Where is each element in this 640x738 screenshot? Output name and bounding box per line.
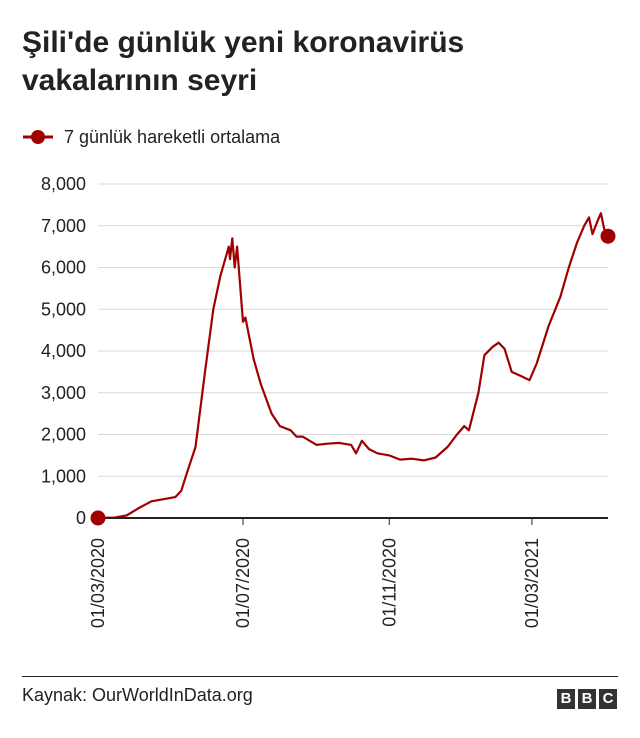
legend-line-marker-icon (23, 130, 53, 144)
bbc-logo: B B C (557, 689, 617, 709)
y-tick-label: 2,000 (41, 425, 86, 445)
footer-divider (22, 676, 618, 677)
end-point-marker (600, 228, 616, 244)
y-tick-label: 0 (76, 508, 86, 528)
y-tick-label: 1,000 (41, 466, 86, 486)
y-tick-label: 5,000 (41, 299, 86, 319)
legend-series-label: 7 günlük hareketli ortalama (64, 126, 281, 147)
bbc-logo-letter: B (557, 689, 575, 709)
x-tick-label: 01/11/2020 (379, 538, 399, 627)
x-tick-label: 01/03/2020 (88, 538, 108, 628)
x-tick-label: 01/03/2021 (522, 538, 542, 628)
chart-title: Şili'de günlük yeni koronavirüs vakaları… (22, 26, 465, 97)
y-tick-label: 8,000 (41, 174, 86, 194)
series-line (96, 212, 610, 520)
legend: 7 günlük hareketli ortalama (22, 125, 280, 149)
y-tick-label: 7,000 (41, 216, 86, 236)
y-tick-label: 6,000 (41, 258, 86, 278)
bbc-logo-letter: C (599, 689, 617, 709)
x-tick-label: 01/07/2020 (233, 538, 253, 628)
y-tick-label: 4,000 (41, 341, 86, 361)
line-chart: 0 1,000 2,000 3,000 4,000 5,000 6,000 7,000 8,00… (41, 174, 616, 628)
y-tick-label: 3,000 (41, 383, 86, 403)
start-point-marker (90, 510, 106, 526)
bbc-logo-letter: B (578, 689, 596, 709)
source-note: Kaynak: OurWorldInData.org (22, 685, 253, 705)
